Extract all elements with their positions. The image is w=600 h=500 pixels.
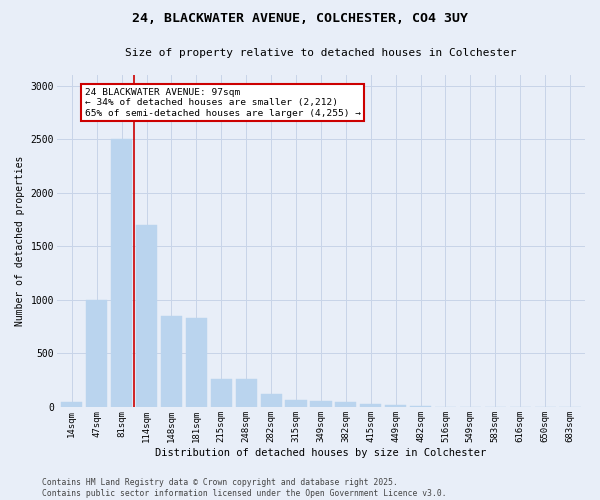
Bar [385,406,406,407]
Bar [61,402,82,407]
Text: Contains HM Land Registry data © Crown copyright and database right 2025.
Contai: Contains HM Land Registry data © Crown c… [42,478,446,498]
Bar [335,402,356,407]
Bar [260,394,281,407]
Bar [111,139,132,407]
X-axis label: Distribution of detached houses by size in Colchester: Distribution of detached houses by size … [155,448,487,458]
Title: Size of property relative to detached houses in Colchester: Size of property relative to detached ho… [125,48,517,58]
Bar [236,379,257,407]
Bar [310,401,332,407]
Bar [136,225,157,407]
Text: 24 BLACKWATER AVENUE: 97sqm
← 34% of detached houses are smaller (2,212)
65% of : 24 BLACKWATER AVENUE: 97sqm ← 34% of det… [85,88,361,118]
Bar [211,379,232,407]
Text: 24, BLACKWATER AVENUE, COLCHESTER, CO4 3UY: 24, BLACKWATER AVENUE, COLCHESTER, CO4 3… [132,12,468,26]
Y-axis label: Number of detached properties: Number of detached properties [15,156,25,326]
Bar [86,300,107,407]
Bar [161,316,182,407]
Bar [360,404,382,407]
Bar [186,318,207,407]
Bar [286,400,307,407]
